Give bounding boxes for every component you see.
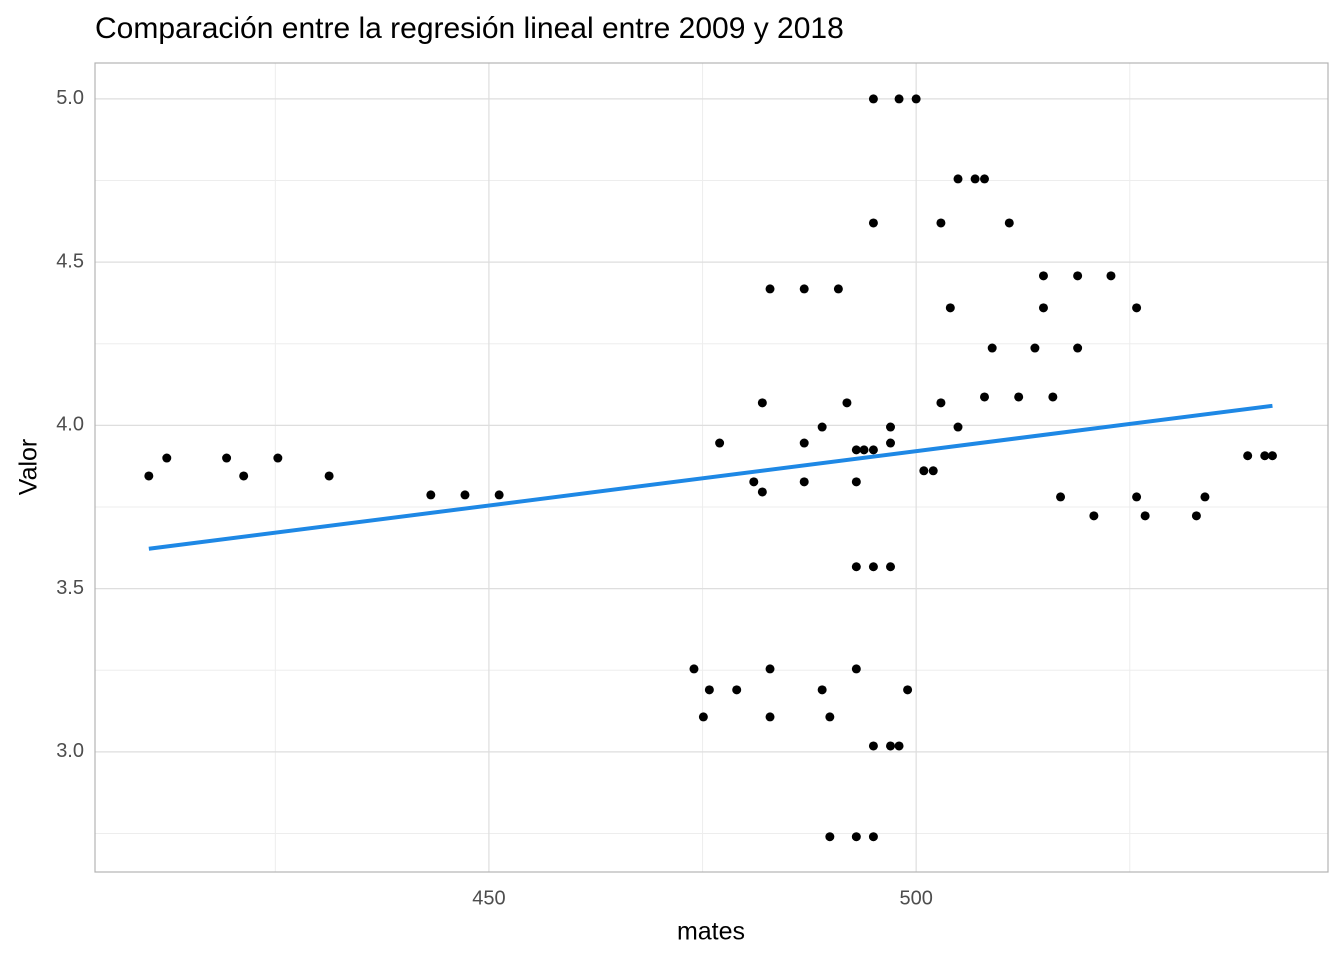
- point: [953, 174, 963, 184]
- point: [851, 445, 861, 455]
- point: [460, 490, 470, 500]
- point: [757, 487, 767, 497]
- point: [1106, 271, 1116, 281]
- point: [1038, 303, 1048, 313]
- y-axis-label: Valor: [15, 439, 43, 496]
- point: [1073, 271, 1083, 281]
- point: [1191, 511, 1201, 521]
- point: [144, 471, 154, 481]
- point: [749, 477, 759, 487]
- point: [825, 832, 835, 842]
- x-tick-label: 450: [472, 887, 505, 909]
- point: [1048, 392, 1058, 402]
- point: [886, 562, 896, 572]
- x-axis-label: mates: [677, 918, 745, 946]
- point: [919, 466, 929, 476]
- point: [894, 94, 904, 104]
- y-tick-label: 3.5: [56, 577, 84, 599]
- point: [886, 741, 896, 751]
- y-tick-label: 5.0: [56, 87, 84, 109]
- point: [851, 562, 861, 572]
- point: [1014, 392, 1024, 402]
- point: [936, 398, 946, 408]
- point: [799, 438, 809, 448]
- point: [698, 712, 708, 722]
- point: [1260, 451, 1270, 461]
- point: [970, 174, 980, 184]
- point: [689, 664, 699, 674]
- point: [868, 562, 878, 572]
- point: [1132, 303, 1142, 313]
- point: [903, 685, 913, 695]
- point: [273, 453, 283, 463]
- point: [799, 477, 809, 487]
- point: [1056, 492, 1066, 502]
- point: [1200, 492, 1210, 502]
- point: [1073, 343, 1083, 353]
- point: [868, 445, 878, 455]
- point: [833, 284, 843, 294]
- point: [1030, 343, 1040, 353]
- point: [162, 453, 172, 463]
- point: [842, 398, 852, 408]
- y-tick-label: 4.5: [56, 250, 84, 272]
- y-tick-label: 4.0: [56, 414, 84, 436]
- point: [894, 741, 904, 751]
- point: [868, 218, 878, 228]
- y-tick-label: 3.0: [56, 740, 84, 762]
- point: [239, 471, 249, 481]
- point: [765, 284, 775, 294]
- point: [980, 392, 990, 402]
- point: [1038, 271, 1048, 281]
- point: [1140, 511, 1150, 521]
- point: [936, 218, 946, 228]
- point: [825, 712, 835, 722]
- point: [886, 438, 896, 448]
- point: [928, 466, 938, 476]
- point: [765, 664, 775, 674]
- point: [426, 490, 436, 500]
- point: [851, 664, 861, 674]
- point: [851, 832, 861, 842]
- point: [851, 477, 861, 487]
- chart-title: Comparación entre la regresión lineal en…: [95, 12, 844, 45]
- point: [868, 741, 878, 751]
- point: [324, 471, 334, 481]
- point: [715, 438, 725, 448]
- point: [953, 422, 963, 432]
- point: [987, 343, 997, 353]
- point: [817, 685, 827, 695]
- point: [817, 422, 827, 432]
- point: [494, 490, 504, 500]
- point: [868, 94, 878, 104]
- point: [1132, 492, 1142, 502]
- point: [868, 832, 878, 842]
- x-tick-label: 500: [899, 887, 932, 909]
- point: [222, 453, 232, 463]
- point: [1089, 511, 1099, 521]
- point: [704, 685, 714, 695]
- panel-border: [94, 62, 1329, 873]
- point: [1267, 451, 1277, 461]
- point: [1243, 451, 1253, 461]
- point: [911, 94, 921, 104]
- point: [980, 174, 990, 184]
- point: [859, 445, 869, 455]
- point: [886, 422, 896, 432]
- point: [799, 284, 809, 294]
- point: [945, 303, 955, 313]
- point: [765, 712, 775, 722]
- point: [1004, 218, 1014, 228]
- regression-line: [148, 403, 1273, 551]
- point: [732, 685, 742, 695]
- point: [757, 398, 767, 408]
